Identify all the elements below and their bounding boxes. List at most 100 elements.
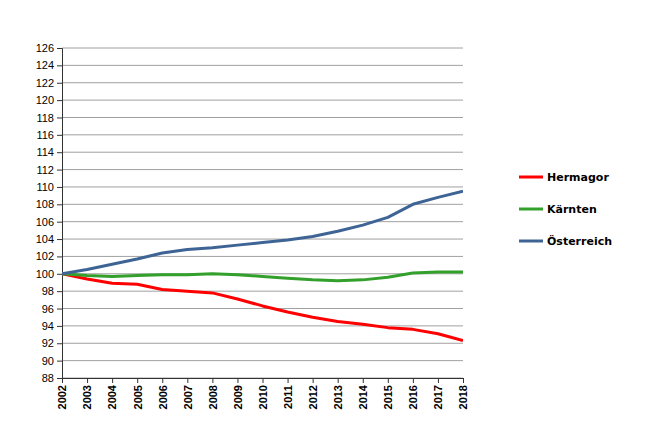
y-tick: 120 <box>36 94 62 106</box>
grid-line <box>62 186 463 187</box>
y-tick: 124 <box>36 59 62 71</box>
y-tick: 106 <box>36 216 62 228</box>
y-tick-label: 100 <box>36 268 54 280</box>
y-tick: 94 <box>42 320 62 332</box>
y-tick: 92 <box>42 337 62 349</box>
y-tick: 126 <box>36 42 62 54</box>
x-tick-label: 2012 <box>307 385 319 409</box>
y-tick-mark <box>57 326 62 327</box>
grid-line <box>62 48 463 49</box>
x-tick-mark <box>313 378 314 383</box>
y-tick-label: 88 <box>42 372 54 384</box>
y-tick: 98 <box>42 285 62 297</box>
legend-label: Österreich <box>547 234 612 248</box>
x-tick-mark <box>137 378 138 383</box>
grid-line <box>62 169 463 170</box>
x-tick-label: 2016 <box>407 385 419 409</box>
x-tick-mark <box>263 378 264 383</box>
x-tick-mark <box>187 378 188 383</box>
y-tick: 88 <box>42 372 62 384</box>
legend: Hermagor Kärnten Österreich <box>519 171 612 248</box>
y-tick: 104 <box>36 233 62 245</box>
y-tick-label: 126 <box>36 42 54 54</box>
x-tick-label: 2018 <box>457 385 469 409</box>
grid <box>62 48 463 378</box>
x-tick: 2014 <box>357 378 369 409</box>
y-tick-mark <box>57 309 62 310</box>
y-tick-mark <box>57 117 62 118</box>
x-tick: 2011 <box>282 378 294 409</box>
y-tick-label: 110 <box>36 181 54 193</box>
x-tick-mark <box>338 378 339 383</box>
grid-line <box>62 256 463 257</box>
x-tick-mark <box>87 378 88 383</box>
y-tick-label: 108 <box>36 198 54 210</box>
x-tick-label: 2015 <box>382 385 394 409</box>
legend-swatch <box>519 176 543 179</box>
x-tick-mark <box>162 378 163 383</box>
x-tick: 2016 <box>407 378 419 409</box>
x-tick: 2017 <box>432 378 444 409</box>
y-tick-mark <box>57 152 62 153</box>
grid-line <box>62 360 463 361</box>
x-tick: 2010 <box>257 378 269 409</box>
x-axis-line <box>63 379 464 384</box>
x-tick-label: 2007 <box>182 385 194 409</box>
x-tick: 2005 <box>132 378 144 409</box>
y-tick-label: 122 <box>36 77 54 89</box>
legend-item: Kärnten <box>519 203 597 216</box>
x-tick-label: 2017 <box>432 385 444 409</box>
y-tick-label: 120 <box>36 94 54 106</box>
y-axis-line <box>57 49 63 379</box>
x-tick-label: 2003 <box>81 385 93 409</box>
x-tick: 2003 <box>81 378 93 409</box>
x-tick: 2006 <box>157 378 169 409</box>
y-tick: 108 <box>36 198 62 210</box>
x-tick-mark <box>62 378 63 383</box>
x-tick-mark <box>463 378 464 383</box>
y-tick-mark <box>57 204 62 205</box>
y-tick-mark <box>57 378 62 379</box>
y-tick: 90 <box>42 355 62 367</box>
grid-line <box>62 82 463 83</box>
x-tick: 2012 <box>307 378 319 409</box>
y-tick: 100 <box>36 268 62 280</box>
y-tick-mark <box>57 170 62 171</box>
y-tick-mark <box>57 343 62 344</box>
y-tick: 102 <box>36 250 62 262</box>
legend-item: Hermagor <box>519 171 609 184</box>
legend-item: Österreich <box>519 234 612 248</box>
y-tick-mark <box>57 135 62 136</box>
y-tick-label: 114 <box>36 146 54 158</box>
y-tick: 110 <box>36 181 62 193</box>
y-tick-mark <box>57 291 62 292</box>
series-line <box>62 272 463 281</box>
y-tick: 122 <box>36 77 62 89</box>
grid-line <box>62 65 463 66</box>
grid-line <box>62 343 463 344</box>
y-tick: 118 <box>36 111 62 123</box>
y-tick-mark <box>57 83 62 84</box>
grid-line <box>62 291 463 292</box>
x-tick-label: 2008 <box>207 385 219 409</box>
x-tick-label: 2005 <box>132 385 144 409</box>
y-tick: 112 <box>36 164 62 176</box>
x-tick-mark <box>363 378 364 383</box>
x-tick-label: 2004 <box>106 384 118 409</box>
x-tick-mark <box>288 378 289 383</box>
y-tick-mark <box>57 256 62 257</box>
series-line <box>62 274 463 341</box>
x-tick-label: 2010 <box>257 385 269 409</box>
y-tick-label: 94 <box>42 320 54 332</box>
y-tick-label: 98 <box>42 285 54 297</box>
x-tick-mark <box>112 378 113 383</box>
x-tick: 2007 <box>182 378 194 409</box>
grid-line <box>62 221 463 222</box>
legend-swatch <box>519 208 543 211</box>
plot: 8890929496981001021041061081101121141161… <box>36 42 470 409</box>
x-tick-label: 2002 <box>56 385 68 409</box>
legend-swatch <box>519 240 543 243</box>
grid-line <box>62 204 463 205</box>
y-tick-label: 102 <box>36 250 54 262</box>
legend-label: Kärnten <box>547 203 597 216</box>
